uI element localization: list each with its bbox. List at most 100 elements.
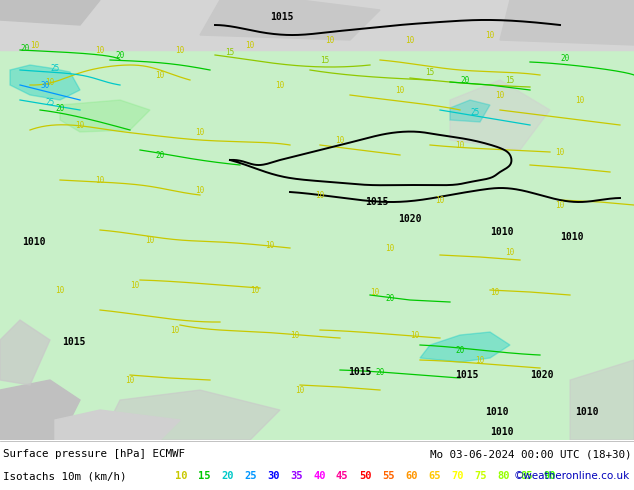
Text: 70: 70 (451, 471, 463, 481)
Text: 10: 10 (325, 35, 335, 45)
Text: 10: 10 (175, 471, 188, 481)
Text: 20: 20 (221, 471, 233, 481)
Text: 10: 10 (505, 247, 515, 256)
Text: Surface pressure [hPa] ECMWF: Surface pressure [hPa] ECMWF (3, 449, 185, 459)
Text: 10: 10 (576, 96, 585, 104)
Text: 10: 10 (410, 331, 420, 340)
Text: 10: 10 (95, 46, 105, 54)
Text: 10: 10 (95, 175, 105, 185)
Text: 10: 10 (195, 186, 205, 195)
Text: 15: 15 (225, 48, 235, 56)
Text: 10: 10 (370, 288, 380, 296)
Text: 85: 85 (520, 471, 533, 481)
Text: 1020: 1020 (530, 370, 553, 380)
Text: 25: 25 (50, 64, 60, 73)
Polygon shape (55, 410, 180, 440)
Text: 15: 15 (198, 471, 210, 481)
Text: 10: 10 (490, 288, 500, 296)
Text: 25: 25 (470, 107, 480, 117)
Text: 10: 10 (75, 121, 84, 129)
Text: 10: 10 (555, 200, 565, 210)
Text: 15: 15 (425, 68, 435, 76)
Text: 10: 10 (335, 136, 345, 145)
Text: 20: 20 (460, 75, 470, 84)
Text: 20: 20 (55, 103, 65, 113)
Text: 20: 20 (155, 150, 165, 160)
Text: 1015: 1015 (270, 12, 294, 22)
Text: 75: 75 (474, 471, 486, 481)
Text: 50: 50 (359, 471, 372, 481)
Polygon shape (200, 0, 380, 40)
Text: 20: 20 (20, 44, 30, 52)
Text: 1015: 1015 (365, 197, 389, 207)
Text: 10: 10 (30, 41, 39, 49)
Polygon shape (0, 0, 634, 440)
Text: 90: 90 (543, 471, 555, 481)
Text: 20: 20 (385, 294, 394, 302)
Text: 80: 80 (497, 471, 510, 481)
Text: 20: 20 (375, 368, 385, 376)
Text: 15: 15 (320, 55, 330, 65)
Text: 1010: 1010 (485, 407, 508, 417)
Text: 15: 15 (505, 75, 515, 84)
Text: 10: 10 (245, 41, 255, 49)
Polygon shape (60, 100, 150, 132)
Text: 10: 10 (385, 244, 394, 252)
Text: 40: 40 (313, 471, 325, 481)
Polygon shape (420, 332, 510, 362)
Text: 30: 30 (41, 80, 49, 90)
Text: 10: 10 (275, 80, 285, 90)
Text: 1010: 1010 (560, 232, 583, 242)
Text: 60: 60 (405, 471, 418, 481)
Text: 10: 10 (476, 356, 484, 365)
Polygon shape (0, 0, 634, 50)
Text: 65: 65 (428, 471, 441, 481)
Text: 1010: 1010 (490, 227, 514, 237)
Text: 35: 35 (290, 471, 302, 481)
Text: 1015: 1015 (455, 370, 479, 380)
Polygon shape (450, 80, 550, 150)
Text: 20: 20 (455, 345, 465, 355)
Text: 10: 10 (455, 141, 465, 149)
Polygon shape (500, 0, 634, 45)
Text: 20: 20 (560, 53, 569, 63)
Text: 10: 10 (55, 286, 65, 294)
Text: 1020: 1020 (398, 214, 422, 224)
Text: Isotachs 10m (km/h): Isotachs 10m (km/h) (3, 471, 127, 481)
Text: 10: 10 (436, 196, 444, 204)
Text: 10: 10 (155, 71, 165, 79)
Polygon shape (0, 320, 50, 385)
Text: 10: 10 (250, 286, 260, 294)
Text: 10: 10 (195, 127, 205, 137)
Text: 55: 55 (382, 471, 394, 481)
Text: 1010: 1010 (490, 427, 514, 437)
Text: 10: 10 (145, 236, 155, 245)
Text: ©weatheronline.co.uk: ©weatheronline.co.uk (514, 471, 630, 481)
Text: 10: 10 (295, 386, 304, 394)
Text: 1015: 1015 (62, 337, 86, 347)
Text: 10: 10 (495, 91, 505, 99)
Text: 10: 10 (46, 77, 55, 87)
Polygon shape (570, 360, 634, 440)
Text: 1015: 1015 (348, 367, 372, 377)
Text: 10: 10 (266, 241, 275, 249)
Text: 10: 10 (171, 325, 179, 335)
Text: 30: 30 (267, 471, 280, 481)
Text: 1010: 1010 (575, 407, 598, 417)
Text: 10: 10 (131, 280, 139, 290)
Text: 45: 45 (336, 471, 349, 481)
Text: 25: 25 (46, 98, 55, 106)
Text: 20: 20 (115, 50, 125, 59)
Text: 10: 10 (290, 331, 300, 340)
Text: 10: 10 (126, 375, 134, 385)
Text: 10: 10 (176, 46, 184, 54)
Text: 10: 10 (486, 30, 495, 40)
Polygon shape (0, 380, 80, 440)
Text: Mo 03-06-2024 00:00 UTC (18+30): Mo 03-06-2024 00:00 UTC (18+30) (429, 449, 631, 459)
Text: 10: 10 (555, 147, 565, 156)
Polygon shape (450, 100, 490, 122)
Polygon shape (100, 390, 280, 440)
Text: 10: 10 (396, 85, 404, 95)
Text: 10: 10 (405, 35, 415, 45)
Text: 25: 25 (244, 471, 257, 481)
